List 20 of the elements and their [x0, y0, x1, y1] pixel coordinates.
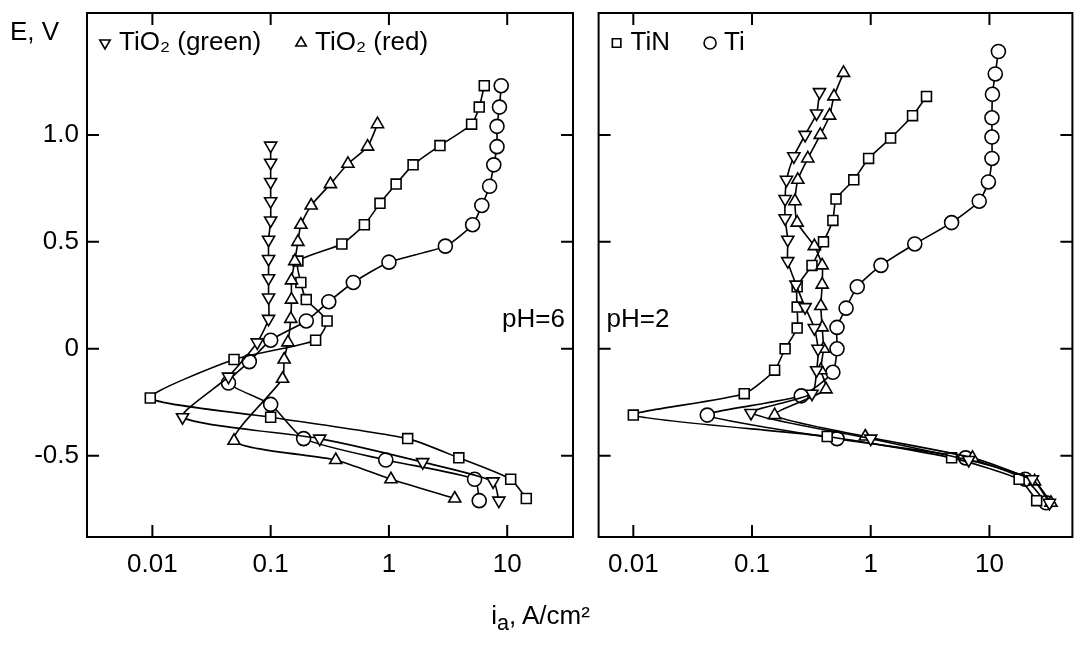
annotation: pH=2 — [606, 303, 670, 334]
legend-label: Ti — [724, 26, 745, 57]
y-tick-label: 1.0 — [42, 118, 79, 149]
y-tick-label: 0.5 — [42, 225, 79, 256]
y-tick-label: -0.5 — [34, 438, 79, 469]
y-tick-label: 0 — [64, 331, 79, 362]
legend-label: TiO₂ (green) — [119, 26, 262, 57]
annotation: pH=6 — [502, 303, 565, 334]
y-axis-title: E, V — [10, 16, 60, 47]
legend-label: TiN — [630, 26, 671, 57]
x-tick-label: 0.01 — [608, 547, 659, 578]
x-tick-label: 1 — [863, 547, 878, 578]
x-tick-label: 1 — [381, 547, 397, 578]
x-axis-title: i$_{a}$, A/cm² — [490, 600, 591, 637]
x-tick-label: 0.1 — [252, 547, 289, 578]
x-tick-label: 10 — [492, 547, 522, 578]
legend-label: TiO₂ (red) — [315, 26, 429, 57]
x-tick-label: 0.1 — [733, 547, 771, 578]
x-tick-label: 0.01 — [127, 547, 178, 578]
x-tick-label: 10 — [974, 547, 1004, 578]
